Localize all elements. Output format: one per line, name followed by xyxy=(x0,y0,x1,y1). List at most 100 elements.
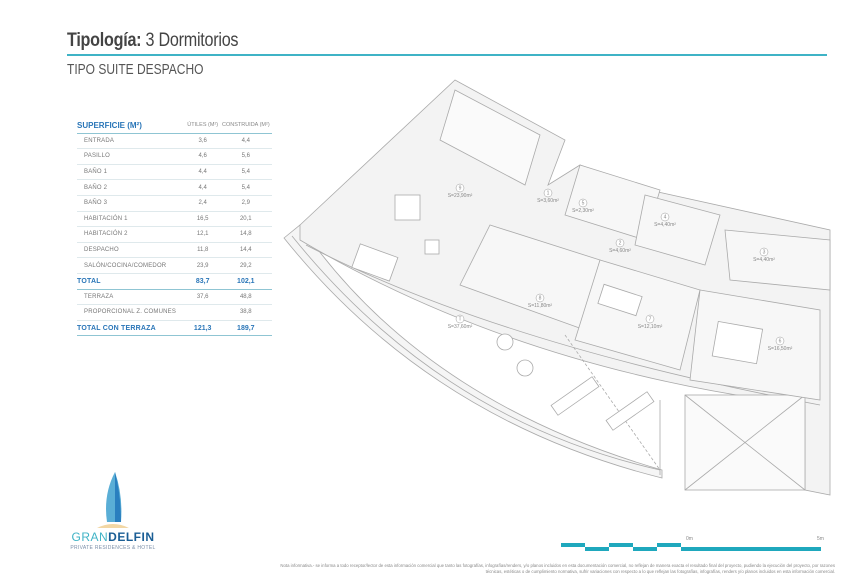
row-construida: 20,1 xyxy=(219,211,272,228)
sail-icon xyxy=(97,472,129,528)
title-label: Tipología: xyxy=(67,30,142,51)
row-utiles: 23,9 xyxy=(185,257,220,274)
room-number: 3 xyxy=(763,250,766,256)
row-name: DESPACHO xyxy=(77,242,186,259)
room-area: S=4,40m² xyxy=(654,222,676,228)
scale-end-label: 5m xyxy=(817,536,824,542)
row-name: SALÓN/COCINA/COMEDOR xyxy=(77,257,186,274)
room-area: S=4,60m² xyxy=(609,248,631,254)
room-number-circle xyxy=(645,314,655,324)
grand-total-row: TOTAL CON TERRAZA 121,3 189,7 xyxy=(77,320,272,337)
table-row: BAÑO 2 4,4 5,4 xyxy=(77,179,272,196)
room-number-circle xyxy=(759,247,769,257)
surface-table: SUPERFICIE (M²) ÚTILES (M²) CONSTRUIDA (M²… xyxy=(77,118,272,337)
room-area: S=37,60m² xyxy=(448,324,473,330)
row-utiles: 4,4 xyxy=(185,164,220,181)
row-construida: 5,6 xyxy=(219,148,272,165)
room-area: S=2,30m² xyxy=(572,208,594,214)
room-number-circle xyxy=(578,198,588,208)
page-title: Tipología: 3 Dormitorios xyxy=(67,30,239,52)
table-row: DESPACHO 11,8 14,4 xyxy=(77,242,272,259)
row-construida: 4,4 xyxy=(219,133,272,150)
row-construida: 2,9 xyxy=(219,195,272,212)
row-utiles: 4,4 xyxy=(185,179,220,196)
table-heading: SUPERFICIE (M²) xyxy=(77,118,186,134)
table-row: BAÑO 3 2,4 2,9 xyxy=(77,195,272,212)
row-name: ENTRADA xyxy=(77,133,186,150)
row-utiles: 12,1 xyxy=(185,226,220,243)
room-number: 8 xyxy=(539,296,542,302)
row-utiles: 121,3 xyxy=(185,320,220,337)
room-area: S=3,60m² xyxy=(537,198,559,204)
page-subtitle: TIPO SUITE DESPACHO xyxy=(67,61,204,78)
row-utiles: 11,8 xyxy=(185,242,220,259)
row-name: BAÑO 3 xyxy=(77,195,186,212)
row-utiles: 16,5 xyxy=(185,211,220,228)
row-name: HABITACIÓN 2 xyxy=(77,226,186,243)
terrace-curve xyxy=(291,235,661,471)
row-construida: 5,4 xyxy=(219,179,272,196)
row-utiles: 2,4 xyxy=(185,195,220,212)
row-construida: 5,4 xyxy=(219,164,272,181)
room-number: T xyxy=(458,317,461,323)
room-number-circle xyxy=(455,314,465,324)
table-row: ENTRADA 3,6 4,4 xyxy=(77,133,272,150)
brand-delfin: DELFIN xyxy=(108,530,155,544)
room-number-circle xyxy=(775,336,785,346)
row-name: TOTAL CON TERRAZA xyxy=(77,320,186,337)
col-construida: CONSTRUIDA (M²) xyxy=(219,118,272,134)
row-utiles: 4,6 xyxy=(185,148,220,165)
disclaimer-note: Nota informativa.- se informa a todo rec… xyxy=(280,563,835,574)
scale-mid-label: 0m xyxy=(686,536,693,542)
table-row: BAÑO 1 4,4 5,4 xyxy=(77,164,272,181)
row-construida: 102,1 xyxy=(219,273,272,290)
row-name: TOTAL xyxy=(77,273,186,290)
row-construida: 38,8 xyxy=(219,304,272,321)
table-row: HABITACIÓN 2 12,1 14,8 xyxy=(77,226,272,243)
room-number: 1 xyxy=(547,191,550,197)
brand-name: GRANDELFIN xyxy=(68,530,158,544)
scale-bar xyxy=(561,543,821,551)
table-row: SALÓN/COCINA/COMEDOR 23,9 29,2 xyxy=(77,257,272,274)
row-construida: 14,4 xyxy=(219,242,272,259)
col-utiles: ÚTILES (M²) xyxy=(185,118,220,134)
room-number-circle xyxy=(543,188,553,198)
title-divider xyxy=(67,54,827,56)
row-name: PASILLO xyxy=(77,148,186,165)
room-area: S=12,10m² xyxy=(638,324,663,330)
room-number-circle xyxy=(615,238,625,248)
room-area: S=11,80m² xyxy=(528,303,553,309)
row-name: BAÑO 1 xyxy=(77,164,186,181)
row-utiles: 3,6 xyxy=(185,133,220,150)
table-row: PROPORCIONAL Z. COMUNES 38,8 xyxy=(77,304,272,321)
room-area: S=23,90m² xyxy=(448,193,473,199)
row-construida: 189,7 xyxy=(219,320,272,337)
row-utiles: 37,6 xyxy=(185,289,220,306)
title-value: 3 Dormitorios xyxy=(145,30,239,51)
grandelfin-logo: GRANDELFIN PRIVATE RESIDENCES & HOTEL xyxy=(68,470,158,551)
row-name: BAÑO 2 xyxy=(77,179,186,196)
table-row: HABITACIÓN 1 16,5 20,1 xyxy=(77,211,272,228)
row-construida: 14,8 xyxy=(219,226,272,243)
room-area: S=4,40m² xyxy=(753,257,775,263)
terrace-outline xyxy=(283,224,663,479)
room-number-circle xyxy=(660,212,670,222)
row-name: PROPORCIONAL Z. COMUNES xyxy=(77,304,186,321)
room-number-circle xyxy=(535,293,545,303)
brand-gran: GRAN xyxy=(71,530,109,544)
row-construida: 48,8 xyxy=(219,289,272,306)
facade-curve xyxy=(305,244,821,406)
room-number-circle xyxy=(455,183,465,193)
row-name: HABITACIÓN 1 xyxy=(77,211,186,228)
row-construida: 29,2 xyxy=(219,257,272,274)
table-row: PASILLO 4,6 5,6 xyxy=(77,148,272,165)
room-number: 4 xyxy=(664,215,667,221)
row-name: TERRAZA xyxy=(77,289,186,306)
room-number: 7 xyxy=(649,317,652,323)
room-area: S=16,50m² xyxy=(768,346,793,352)
row-utiles xyxy=(185,304,220,321)
total-row: TOTAL 83,7 102,1 xyxy=(77,273,272,290)
room-number: 5 xyxy=(582,201,585,207)
